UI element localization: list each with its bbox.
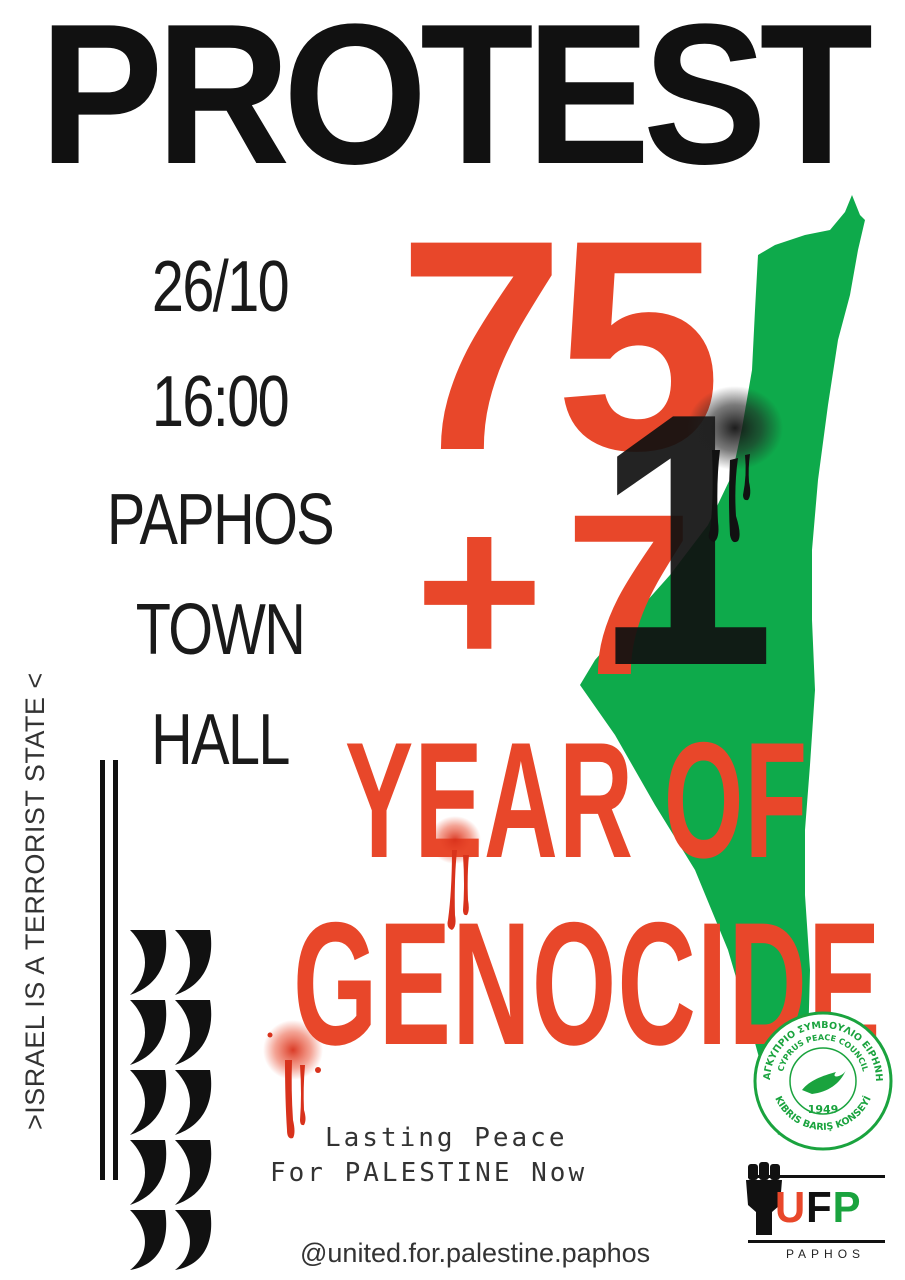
keffiyeh-pattern [130,930,212,1270]
vertical-slogan: >ISRAEL IS A TERRORIST STATE < [20,672,50,1130]
ufp-letter-f: F [806,1183,833,1232]
poster-title: PROTEST [39,0,873,206]
slogan-line-1: Lasting Peace [325,1123,568,1153]
event-date: 26/10 [151,247,290,327]
event-venue: PAPHOS TOWN HALL [76,465,364,795]
event-time: 16:00 [151,362,290,442]
ufp-subtitle: PAPHOS [785,1247,866,1261]
number-1-overlay: 1 [595,339,776,741]
ufp-letter-p: P [832,1183,862,1232]
social-handle: @united.for.palestine.paphos [300,1238,651,1268]
peace-council-seal: ΠΑΓΚΥΠΡΙΟ ΣΥΜΒΟΥΛΙΟ ΕΙΡΗΝΗΣ CYPRUS PEACE… [752,1010,893,1151]
slogan-line-2: For PALESTINE Now [270,1158,588,1188]
venue-line-1: PAPHOS TOWN [106,480,335,670]
palestine-map [580,195,865,1135]
seal-year: 1949 [808,1103,839,1116]
number-7: 7 [565,466,693,723]
ufp-letter-u: U [775,1183,807,1232]
ufp-letters: UFP [775,1183,861,1233]
headline-year-of: YEAR OF [345,708,809,892]
number-75: 75 [398,177,722,513]
raised-fist-icon [746,1162,782,1235]
vertical-bars [100,760,118,1180]
ufp-logo [746,1162,885,1243]
venue-line-2: HALL [151,700,290,780]
plus-sign: + [415,467,544,713]
dove-icon [802,1070,846,1094]
